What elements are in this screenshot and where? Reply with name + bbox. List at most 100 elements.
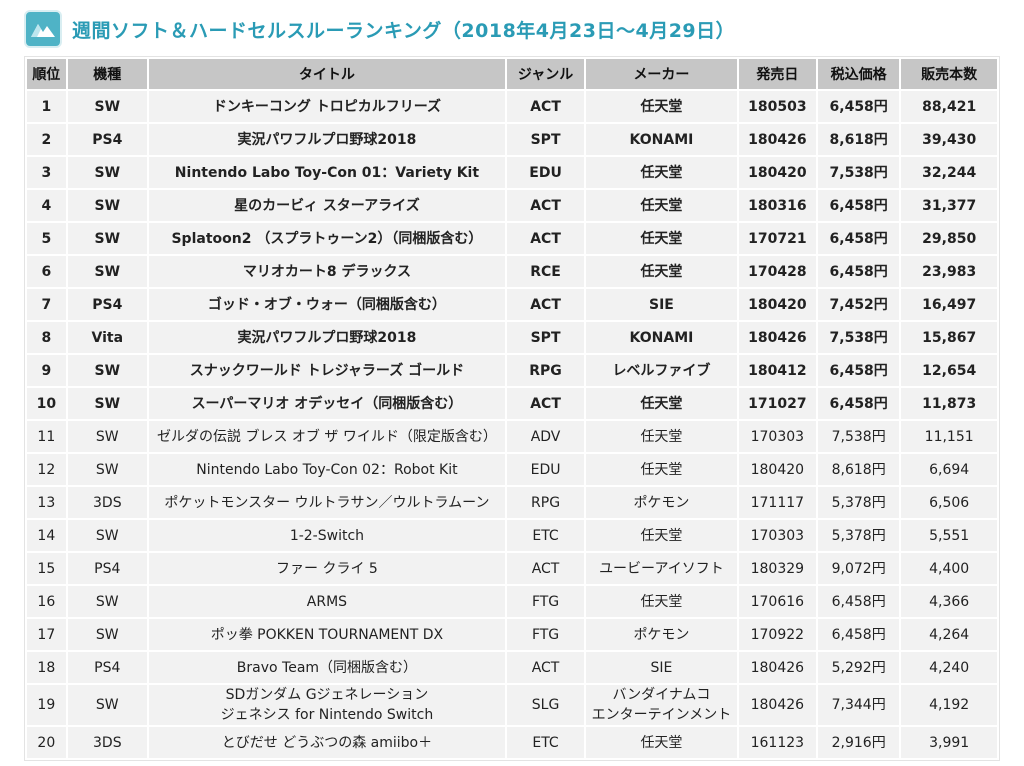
sales-cell: 4,264 xyxy=(901,619,997,650)
sales-cell: 3,991 xyxy=(901,727,997,758)
genre-cell: EDU xyxy=(506,157,585,188)
price-cell: 8,618円 xyxy=(817,454,900,485)
sales-cell: 31,377 xyxy=(901,190,997,221)
genre-cell: ACT xyxy=(506,190,585,221)
table-body: 1 SW ドンキーコング トロピカルフリーズ ACT 任天堂 180503 6,458円 88… xyxy=(27,91,997,758)
platform-cell: SW xyxy=(67,256,147,287)
title-cell: ファー クライ 5 xyxy=(148,553,505,584)
column-header-maker: メーカー xyxy=(586,59,737,89)
release-date-cell: 170303 xyxy=(738,520,816,551)
price-cell: 6,458円 xyxy=(817,190,900,221)
title-cell: ドンキーコング トロピカルフリーズ xyxy=(148,91,505,122)
title-cell: Nintendo Labo Toy-Con 02：Robot Kit xyxy=(148,454,505,485)
release-date-cell: 180329 xyxy=(738,553,816,584)
release-date-cell: 171027 xyxy=(738,388,816,419)
rank-cell: 14 xyxy=(27,520,66,551)
ranking-table: 順位 機種 タイトル ジャンル メーカー 発売日 税込価格 販売本数 1 SW ドン… xyxy=(25,57,999,760)
maker-cell: 任天堂 xyxy=(586,520,737,551)
title-cell: SDガンダム Gジェネレーション ジェネシス for Nintendo Switc… xyxy=(148,685,505,725)
maker-cell: ユービーアイソフト xyxy=(586,553,737,584)
genre-cell: SPT xyxy=(506,124,585,155)
price-cell: 7,538円 xyxy=(817,421,900,452)
platform-cell: SW xyxy=(67,619,147,650)
release-date-cell: 170721 xyxy=(738,223,816,254)
price-cell: 7,538円 xyxy=(817,157,900,188)
price-cell: 5,378円 xyxy=(817,487,900,518)
price-cell: 6,458円 xyxy=(817,586,900,617)
table-row: 8 Vita 実況パワフルプロ野球2018 SPT KONAMI 180426 7,538円… xyxy=(27,322,997,353)
release-date-cell: 180503 xyxy=(738,91,816,122)
maker-cell-line-1: バンダイナムコ xyxy=(612,687,711,703)
release-date-cell: 180426 xyxy=(738,685,816,725)
genre-cell: ACT xyxy=(506,289,585,320)
release-date-cell: 180420 xyxy=(738,157,816,188)
sales-cell: 88,421 xyxy=(901,91,997,122)
title-cell: 実況パワフルプロ野球2018 xyxy=(148,322,505,353)
sales-cell: 4,240 xyxy=(901,652,997,683)
genre-cell: ACT xyxy=(506,553,585,584)
release-date-cell: 170922 xyxy=(738,619,816,650)
title-cell: スーパーマリオ オデッセイ（同梱版含む） xyxy=(148,388,505,419)
platform-cell: SW xyxy=(67,355,147,386)
rank-cell: 13 xyxy=(27,487,66,518)
maker-cell: 任天堂 xyxy=(586,454,737,485)
price-cell: 6,458円 xyxy=(817,355,900,386)
release-date-cell: 180426 xyxy=(738,124,816,155)
table-row: 3 SW Nintendo Labo Toy-Con 01：Variety Kit E… xyxy=(27,157,997,188)
sales-cell: 29,850 xyxy=(901,223,997,254)
release-date-cell: 171117 xyxy=(738,487,816,518)
price-cell: 8,618円 xyxy=(817,124,900,155)
title-cell: 1-2-Switch xyxy=(148,520,505,551)
sales-cell: 6,694 xyxy=(901,454,997,485)
sales-cell: 5,551 xyxy=(901,520,997,551)
release-date-cell: 170428 xyxy=(738,256,816,287)
ranking-table-container: 順位 機種 タイトル ジャンル メーカー 発売日 税込価格 販売本数 1 SW ドン… xyxy=(24,56,1000,761)
column-header-rank: 順位 xyxy=(27,59,66,89)
table-row: 12 SW Nintendo Labo Toy-Con 02：Robot Kit ED… xyxy=(27,454,997,485)
genre-cell: FTG xyxy=(506,619,585,650)
platform-cell: SW xyxy=(67,454,147,485)
rank-cell: 9 xyxy=(27,355,66,386)
table-row: 4 SW 星のカービィ スターアライズ ACT 任天堂 180316 6,458円 31,37… xyxy=(27,190,997,221)
table-row: 19 SW SDガンダム Gジェネレーション ジェネシス for Nintendo S… xyxy=(27,685,997,725)
platform-cell: SW xyxy=(67,421,147,452)
price-cell: 6,458円 xyxy=(817,388,900,419)
platform-cell: 3DS xyxy=(67,727,147,758)
title-cell: スナックワールド トレジャラーズ ゴールド xyxy=(148,355,505,386)
release-date-cell: 180420 xyxy=(738,454,816,485)
column-header-title: タイトル xyxy=(148,59,505,89)
maker-cell-line-2: エンターテインメント xyxy=(591,707,732,723)
sales-cell: 11,873 xyxy=(901,388,997,419)
table-row: 13 3DS ポケットモンスター ウルトラサン／ウルトラムーン RPG ポケモン 1711… xyxy=(27,487,997,518)
platform-cell: SW xyxy=(67,223,147,254)
rank-cell: 3 xyxy=(27,157,66,188)
title-cell: ポッ拳 POKKEN TOURNAMENT DX xyxy=(148,619,505,650)
sales-cell: 15,867 xyxy=(901,322,997,353)
price-cell: 6,458円 xyxy=(817,223,900,254)
table-row: 6 SW マリオカート8 デラックス RCE 任天堂 170428 6,458円 23,983 xyxy=(27,256,997,287)
title-cell: Splatoon2 （スプラトゥーン2）（同梱版含む） xyxy=(148,223,505,254)
title-cell: ゴッド・オブ・ウォー（同梱版含む） xyxy=(148,289,505,320)
platform-cell: SW xyxy=(67,685,147,725)
rank-cell: 15 xyxy=(27,553,66,584)
sales-cell: 4,400 xyxy=(901,553,997,584)
title-cell: 実況パワフルプロ野球2018 xyxy=(148,124,505,155)
platform-cell: PS4 xyxy=(67,553,147,584)
rank-cell: 19 xyxy=(27,685,66,725)
genre-cell: ACT xyxy=(506,223,585,254)
release-date-cell: 180426 xyxy=(738,652,816,683)
title-cell: とびだせ どうぶつの森 amiibo＋ xyxy=(148,727,505,758)
price-cell: 2,916円 xyxy=(817,727,900,758)
maker-cell: 任天堂 xyxy=(586,157,737,188)
rank-cell: 20 xyxy=(27,727,66,758)
title-cell: マリオカート8 デラックス xyxy=(148,256,505,287)
table-row: 14 SW 1-2-Switch ETC 任天堂 170303 5,378円 5,551 xyxy=(27,520,997,551)
rank-cell: 2 xyxy=(27,124,66,155)
mountain-icon xyxy=(24,10,62,48)
rank-cell: 5 xyxy=(27,223,66,254)
rank-cell: 16 xyxy=(27,586,66,617)
page-header: 週間ソフト＆ハードセルスルーランキング（2018年4月23日〜4月29日） xyxy=(24,10,735,48)
rank-cell: 4 xyxy=(27,190,66,221)
platform-cell: SW xyxy=(67,586,147,617)
platform-cell: SW xyxy=(67,388,147,419)
